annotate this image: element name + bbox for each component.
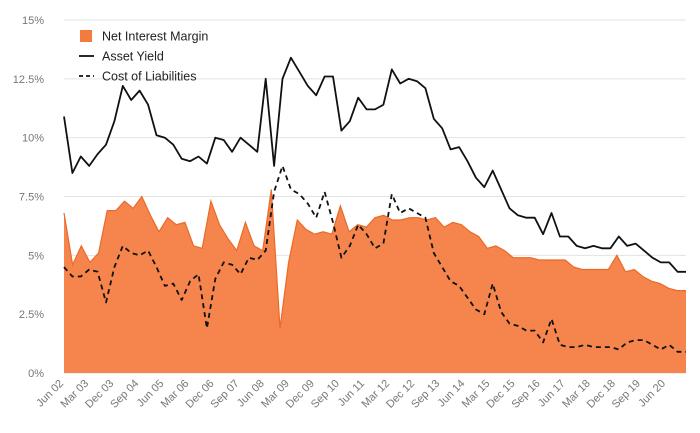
x-tick-label: Sep 10	[309, 378, 342, 411]
area-series-net-interest-margin-edge	[63, 189, 686, 329]
y-tick-label: 2.5%	[19, 309, 44, 321]
x-tick-label: Jun 20	[636, 378, 668, 410]
x-tick-label: Sep 07	[209, 378, 242, 411]
x-tick-label: Sep 13	[409, 378, 442, 411]
y-tick-label: 12.5%	[13, 74, 44, 86]
legend: Net Interest Margin Asset Yield Cost of Li…	[79, 30, 208, 84]
y-tick-label: 15%	[22, 15, 44, 27]
x-tick-label: Sep 04	[108, 378, 141, 411]
legend-label: Asset Yield	[102, 50, 164, 64]
y-tick-label: 7.5%	[19, 192, 44, 204]
y-tick-label: 10%	[22, 133, 44, 145]
legend-swatch-area	[80, 30, 92, 42]
area-series-layer	[63, 189, 686, 373]
line-series-layer	[63, 56, 686, 353]
x-tick-label: Sep 16	[510, 378, 543, 411]
legend-label: Net Interest Margin	[102, 30, 208, 44]
line-series-asset-yield	[63, 56, 686, 273]
area-series-net-interest-margin-fill	[64, 189, 686, 373]
y-tick-label: 0%	[28, 368, 44, 380]
legend-label: Cost of Liabilities	[102, 70, 197, 84]
line-series-cost-of-liabilities	[63, 164, 686, 353]
x-tick-label: Sep 19	[610, 378, 643, 411]
y-tick-label: 5%	[28, 250, 44, 262]
